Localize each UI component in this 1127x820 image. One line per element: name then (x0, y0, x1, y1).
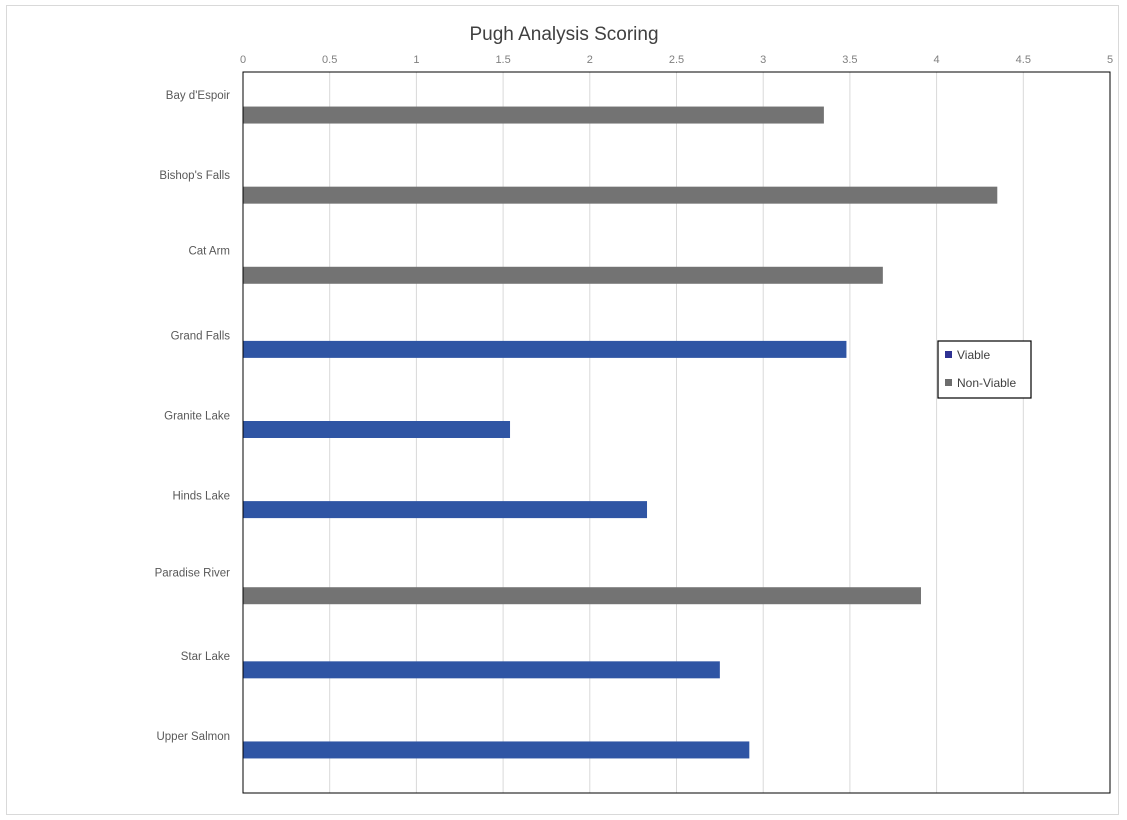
x-tick-label: 1.5 (495, 54, 510, 66)
category-label: Bishop's Falls (159, 170, 230, 182)
legend-swatch (945, 351, 952, 358)
category-label: Star Lake (181, 651, 230, 663)
plot-area-border (242, 71, 1111, 794)
category-label: Upper Salmon (156, 731, 230, 743)
legend-box (937, 340, 1032, 399)
bar-non-viable (243, 266, 883, 284)
bars (243, 106, 998, 759)
legend-label: Viable (957, 348, 990, 362)
x-tick-label: 5 (1107, 54, 1113, 66)
x-tick-label: 0 (240, 54, 246, 66)
chart-title: Pugh Analysis Scoring (469, 24, 658, 45)
legend-label: Non-Viable (957, 376, 1016, 390)
x-tick-label: 0.5 (322, 54, 337, 66)
x-tick-label: 4 (934, 54, 940, 66)
category-label: Granite Lake (164, 411, 230, 423)
category-label: Paradise River (155, 568, 231, 580)
chart-frame (6, 5, 1119, 815)
x-tick-label: 2.5 (669, 54, 684, 66)
category-label: Grand Falls (171, 330, 231, 342)
legend-swatch (945, 379, 952, 386)
bar-viable (243, 340, 847, 358)
bar-non-viable (243, 186, 998, 204)
category-labels: Bay d'Espoir Bishop's Falls Cat Arm Grand F… (155, 90, 231, 743)
bar-non-viable (243, 106, 824, 124)
x-tick-label: 1 (413, 54, 419, 66)
category-label: Cat Arm (188, 245, 230, 257)
x-tick-label: 3.5 (842, 54, 857, 66)
legend: Viable Non-Viable (937, 340, 1032, 399)
bar-non-viable (243, 587, 921, 605)
x-tick-label: 3 (760, 54, 766, 66)
bar-viable (243, 661, 720, 679)
bar-viable (243, 421, 511, 438)
bar-viable (243, 741, 750, 759)
bar-viable (243, 501, 648, 519)
category-label: Hinds Lake (172, 491, 230, 503)
x-tick-label: 4.5 (1016, 54, 1031, 66)
category-label: Bay d'Espoir (166, 90, 230, 102)
x-tick-label: 2 (587, 54, 593, 66)
x-tick-labels: 0 0.5 1 1.5 2 2.5 3 3.5 4 4.5 5 (240, 54, 1113, 66)
